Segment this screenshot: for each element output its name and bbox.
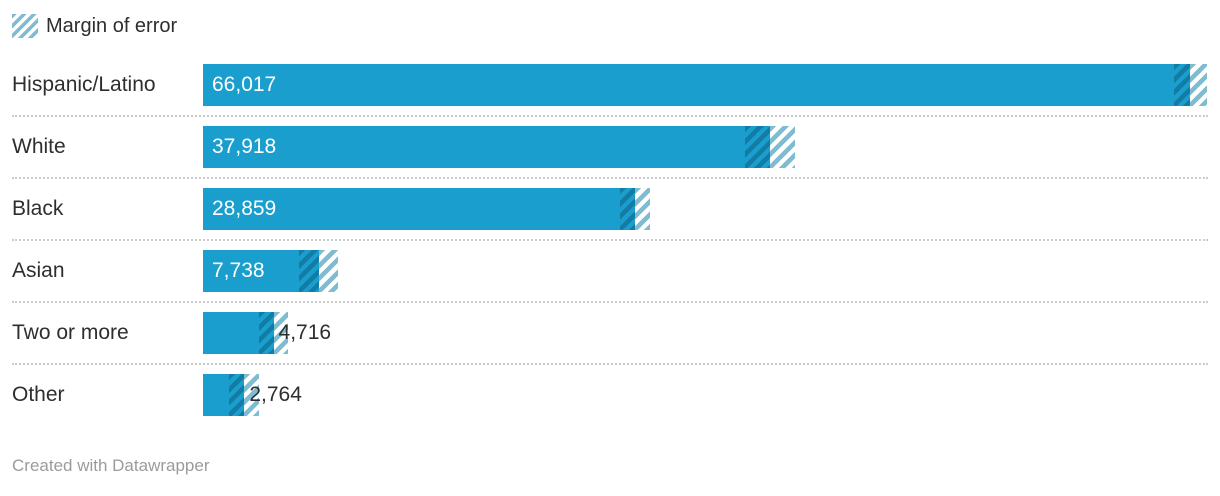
value-label: 2,764 (249, 383, 302, 406)
row-separator (12, 363, 1208, 365)
chart-row: Two or more 4,716 (0, 312, 1220, 354)
margin-of-error-outer-hatch (244, 374, 260, 416)
chart-row: Asian 7,738 (0, 250, 1220, 292)
bar-track: 37,918 (203, 126, 1208, 168)
category-label: Hispanic/Latino (12, 73, 156, 96)
category-label: Two or more (12, 321, 129, 344)
category-label: White (12, 135, 66, 158)
bar: 28,859 (203, 188, 635, 230)
value-label: 7,738 (212, 259, 265, 282)
margin-of-error-outer-hatch (318, 250, 339, 292)
row-separator (12, 239, 1208, 241)
margin-of-error-inner-hatch (258, 312, 274, 354)
margin-of-error-outer-hatch (273, 312, 289, 354)
value-label: 4,716 (278, 321, 332, 344)
chart-row: Other 2,764 (0, 374, 1220, 416)
legend: Margin of error (0, 0, 1220, 38)
datawrapper-credit-link[interactable]: Created with Datawrapper (12, 456, 210, 475)
chart-row: White 37,918 (0, 126, 1220, 168)
bar-track: 28,859 (203, 188, 1208, 230)
margin-of-error-hatch-swatch (12, 14, 38, 38)
bar: 7,738 (203, 250, 319, 292)
margin-of-error-outer-hatch (1190, 64, 1207, 106)
category-label: Black (12, 197, 64, 220)
bar-track: 4,716 (203, 312, 1208, 354)
margin-of-error-outer-hatch (770, 126, 796, 168)
category-label: Asian (12, 259, 65, 282)
value-label: 66,017 (212, 73, 277, 96)
value-label: 37,918 (212, 135, 277, 158)
bar (203, 312, 274, 354)
margin-of-error-inner-hatch (619, 188, 635, 230)
margin-of-error-inner-hatch (299, 250, 319, 292)
bar-track: 2,764 (203, 374, 1208, 416)
chart-row: Black 28,859 (0, 188, 1220, 230)
chart-row: Hispanic/Latino 66,017 (0, 64, 1220, 106)
row-separator (12, 115, 1208, 117)
bar (203, 374, 245, 416)
margin-of-error-outer-hatch (634, 188, 650, 230)
margin-of-error-inner-hatch (744, 126, 771, 168)
row-separator (12, 177, 1208, 179)
legend-label: Margin of error (46, 14, 178, 37)
bar: 37,918 (203, 126, 771, 168)
bar: 66,017 (203, 64, 1191, 106)
row-separator (12, 301, 1208, 303)
margin-of-error-inner-hatch (1173, 64, 1191, 106)
value-label: 28,859 (212, 197, 277, 220)
chart-rows: Hispanic/Latino 66,017 White 37,918 Black 28,… (0, 64, 1220, 416)
bar-track: 7,738 (203, 250, 1208, 292)
bar-track: 66,017 (203, 64, 1208, 106)
margin-of-error-inner-hatch (229, 374, 245, 416)
category-label: Other (12, 383, 65, 406)
